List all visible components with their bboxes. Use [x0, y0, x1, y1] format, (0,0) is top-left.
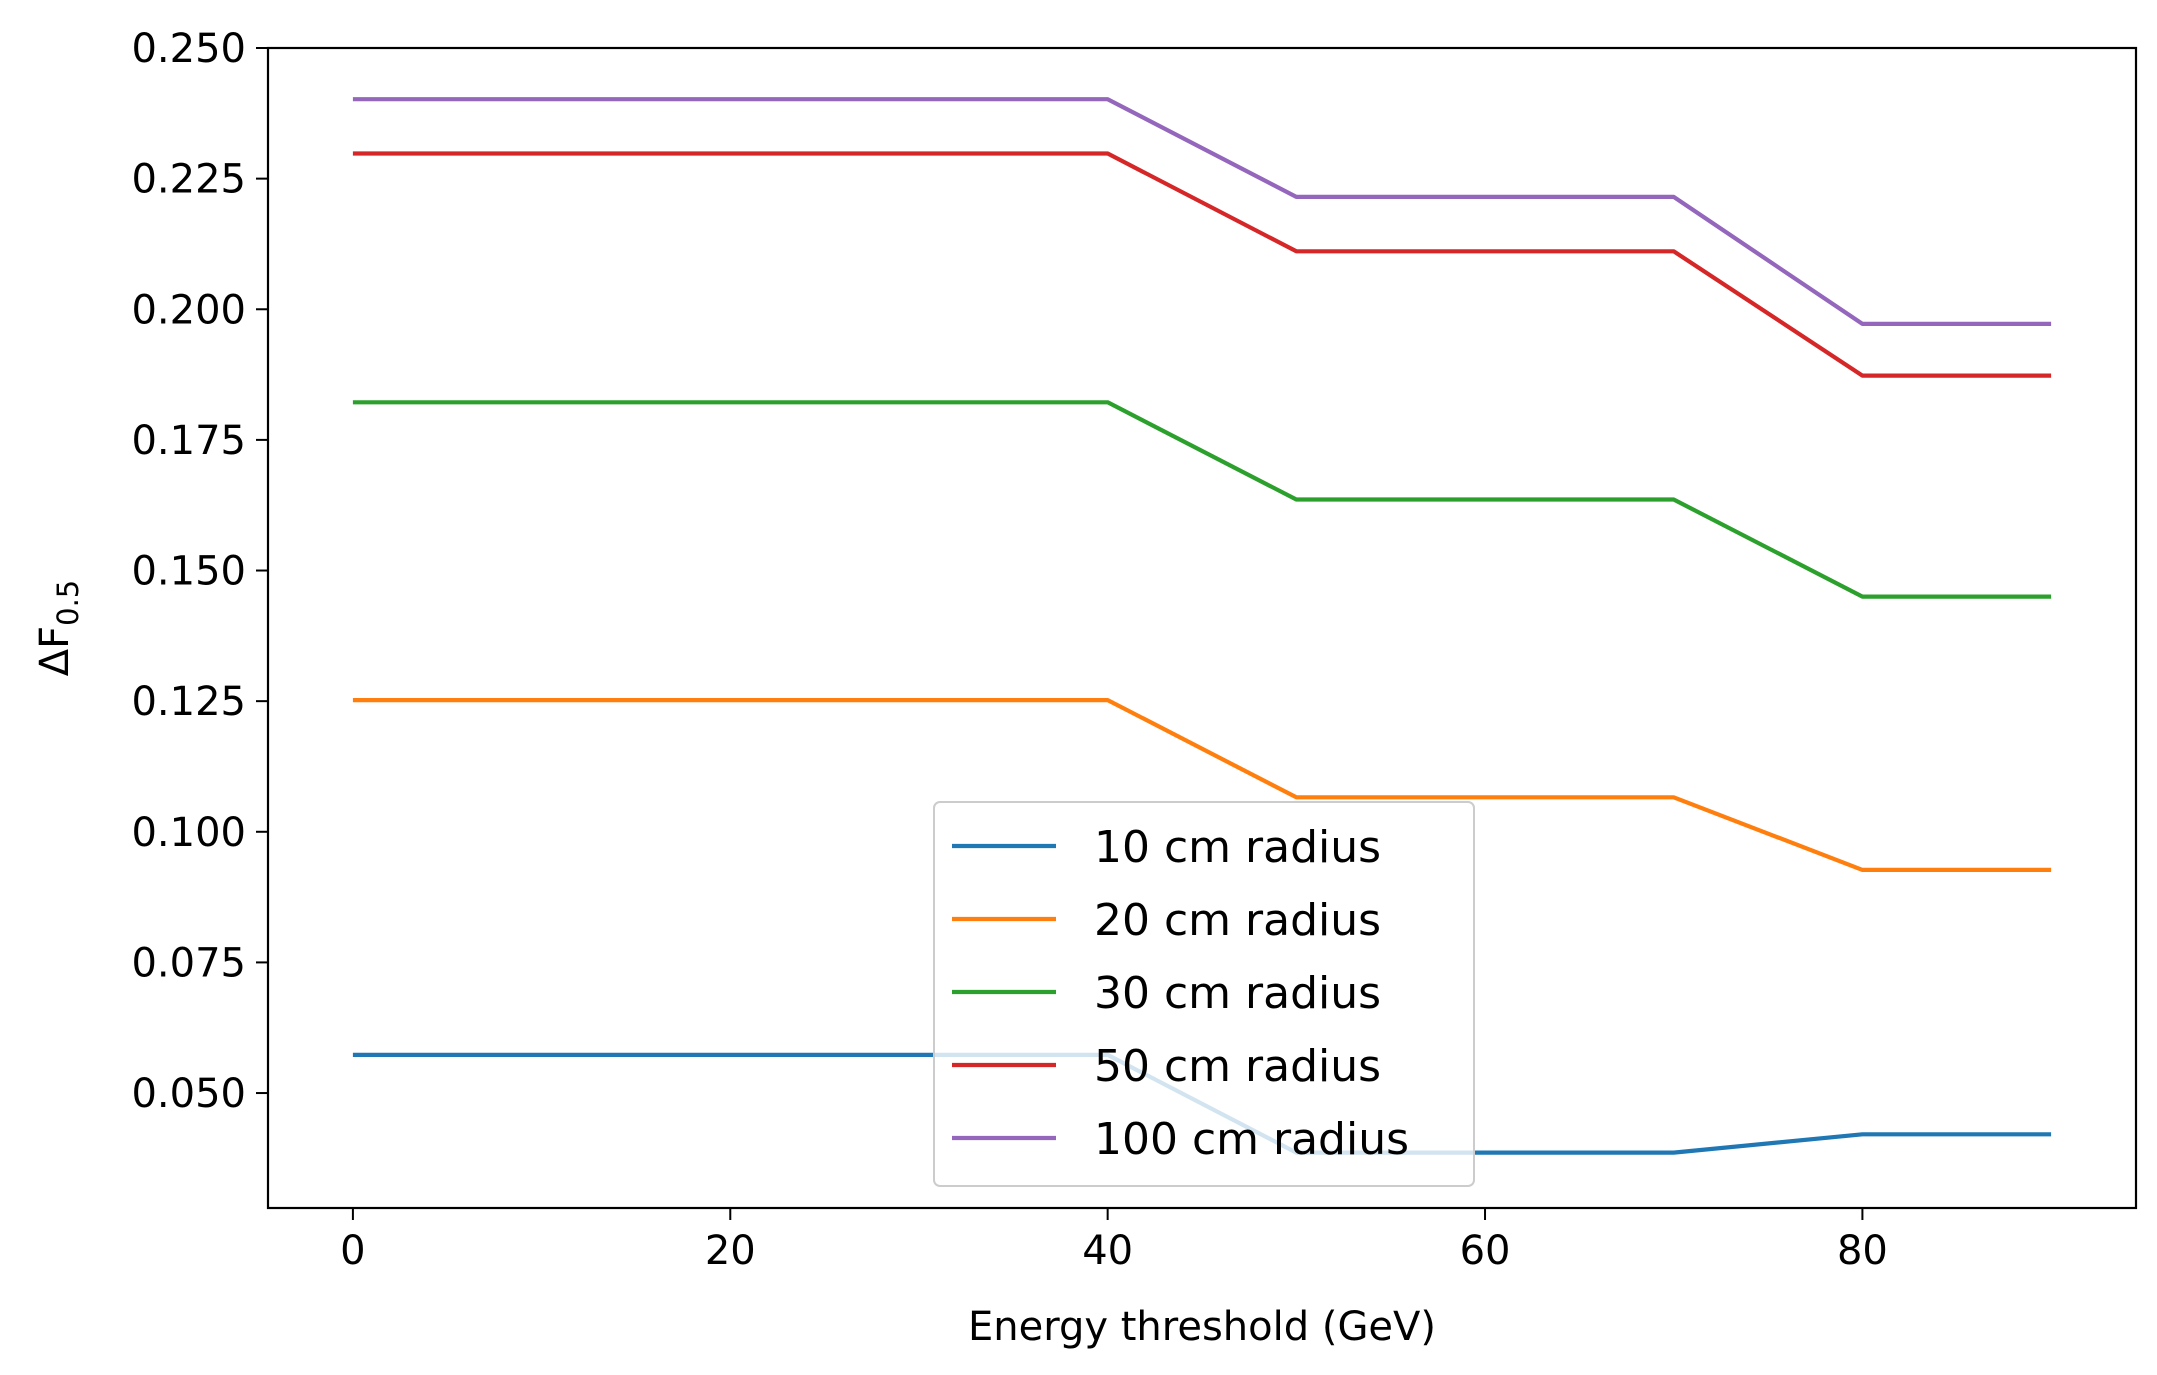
y-axis-label: ΔF0.5 — [32, 580, 85, 677]
x-axis-ticks: 0 20 40 60 80 — [340, 1208, 1888, 1274]
y-tick-label: 0.100 — [131, 810, 246, 856]
series-line-4 — [352, 151, 2052, 378]
plot-frame — [266, 46, 2138, 1210]
legend-item: 50 cm radius — [952, 1041, 1381, 1092]
x-tick-label: 40 — [1082, 1228, 1133, 1274]
series-line-3 — [352, 400, 2052, 599]
y-tick-label: 0.200 — [131, 287, 246, 333]
x-tick-label: 0 — [340, 1228, 365, 1274]
y-axis-label-subscript: 0.5 — [51, 580, 85, 626]
x-tick-label: 20 — [705, 1228, 756, 1274]
y-tick-label: 0.250 — [131, 26, 246, 72]
x-tick-label: 60 — [1460, 1228, 1511, 1274]
series-line-5 — [352, 97, 2052, 326]
y-axis-ticks: 0.050 0.075 0.100 0.125 0.150 0.175 0.200 0.225… — [131, 26, 268, 1117]
series-line-2 — [352, 697, 2052, 873]
x-axis-label: Energy threshold (GeV) — [968, 1304, 1436, 1350]
y-tick-label: 0.175 — [131, 418, 246, 464]
legend-item: 10 cm radius — [952, 822, 1381, 873]
y-tick-label: 0.075 — [131, 940, 246, 986]
legend-label: 100 cm radius — [1094, 1114, 1409, 1165]
y-tick-label: 0.125 — [131, 679, 246, 725]
legend-label: 50 cm radius — [1094, 1041, 1381, 1092]
y-tick-label: 0.150 — [131, 549, 246, 595]
y-axis-label-main: ΔF — [32, 626, 78, 676]
legend: 10 cm radius 20 cm radius 30 cm radius 50 c… — [933, 801, 1475, 1187]
legend-label: 30 cm radius — [1094, 968, 1381, 1019]
legend-item: 100 cm radius — [952, 1114, 1409, 1165]
y-tick-label: 0.050 — [131, 1071, 246, 1117]
legend-label: 20 cm radius — [1094, 895, 1381, 946]
x-tick-label: 80 — [1837, 1228, 1888, 1274]
legend-item: 20 cm radius — [952, 895, 1381, 946]
series-lines — [352, 97, 2052, 1155]
legend-label: 10 cm radius — [1094, 822, 1381, 873]
legend-box — [933, 801, 1475, 1187]
y-tick-label: 0.225 — [131, 157, 246, 203]
legend-items: 10 cm radius 20 cm radius 30 cm radius 50 c… — [952, 822, 1409, 1165]
legend-item: 30 cm radius — [952, 968, 1381, 1019]
